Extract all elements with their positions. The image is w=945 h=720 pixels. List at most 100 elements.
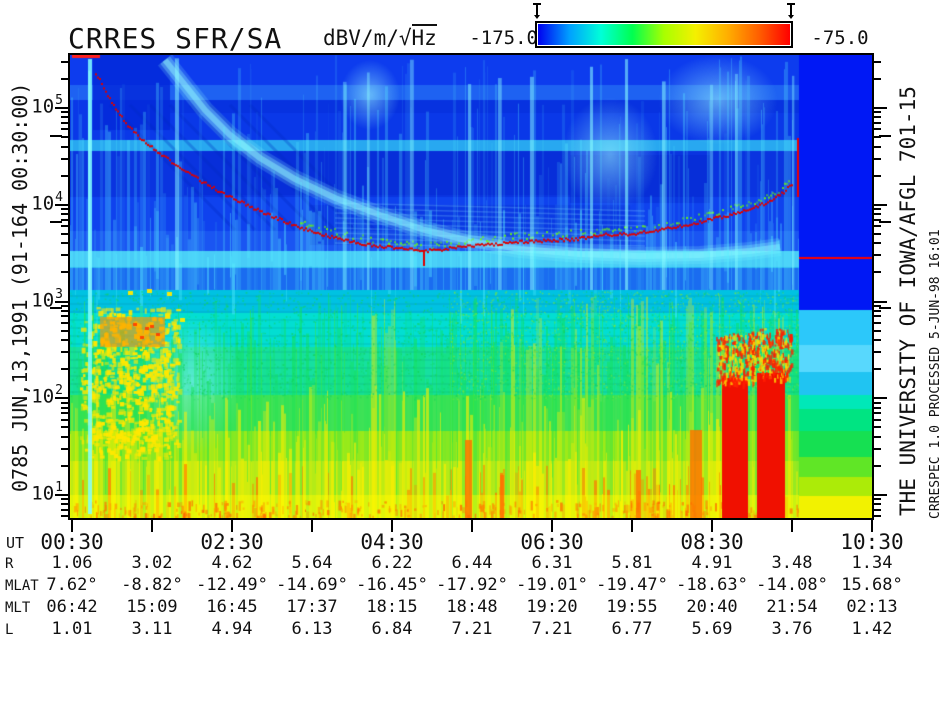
y-axis-tick — [61, 435, 68, 438]
y-axis-tick — [61, 242, 68, 245]
sqrt-sign: √ — [398, 26, 412, 50]
y-axis-tick — [61, 208, 68, 211]
y-axis-tick — [61, 116, 68, 119]
y-axis-tick — [874, 111, 881, 114]
y-axis-tick — [61, 351, 68, 354]
y-axis-tick — [55, 300, 68, 303]
table-cell: 6.31 — [531, 553, 573, 573]
y-axis-tick — [61, 368, 68, 371]
y-axis-tick — [61, 304, 68, 307]
x-axis-label: 08:30 — [680, 530, 744, 554]
table-cell: -12.49° — [196, 575, 268, 595]
y-axis-tick — [61, 406, 68, 409]
y-axis-tick — [874, 174, 881, 177]
y-axis-tick — [874, 77, 881, 80]
table-cell: 21:54 — [766, 597, 818, 617]
table-cell: -17.92° — [436, 575, 508, 595]
table-cell: 5.64 — [291, 553, 333, 573]
colorbar-range-pin-right-icon — [787, 3, 795, 19]
x-axis-tick — [791, 520, 793, 532]
table-cell: 6.44 — [451, 553, 493, 573]
y-axis-tick — [61, 271, 68, 274]
y-axis-tick — [874, 329, 881, 332]
table-cell: 7.62° — [46, 575, 98, 595]
y-axis-tick — [874, 351, 881, 354]
y-axis-tick — [874, 145, 881, 148]
y-axis-tick — [874, 418, 881, 421]
y-axis-tick — [874, 368, 881, 371]
table-cell: 4.91 — [691, 553, 733, 573]
y-axis-tick — [61, 77, 68, 80]
table-cell: 6.77 — [611, 619, 653, 639]
y-axis-tick — [55, 203, 68, 206]
y-axis-tick — [874, 208, 881, 211]
y-axis-tick — [61, 225, 68, 228]
table-cell: 02:13 — [846, 597, 898, 617]
x-axis-tick — [711, 520, 713, 532]
y-axis-label: 104 — [31, 189, 63, 215]
table-cell: 20:40 — [686, 597, 738, 617]
x-axis-label: 02:30 — [200, 530, 264, 554]
table-cell: 7.21 — [451, 619, 493, 639]
y-axis-tick — [61, 128, 68, 131]
table-cell: -19.47° — [596, 575, 668, 595]
y-axis-tick — [61, 339, 68, 341]
y-axis-tick — [874, 107, 887, 109]
table-cell: 3.02 — [131, 553, 173, 573]
y-axis-tick — [61, 213, 68, 216]
y-axis-tick — [61, 309, 68, 312]
table-row-label: L — [5, 622, 14, 638]
table-cell: 1.42 — [851, 619, 893, 639]
y-axis-tick — [874, 464, 881, 467]
y-axis-tick — [61, 315, 68, 318]
y-axis-tick — [61, 464, 68, 467]
table-cell: -19.01° — [516, 575, 588, 595]
table-row-label: MLAT — [5, 578, 39, 594]
processing-label: CRRESPEC 1.0 PROCESSED 5-JUN-98 16:01 — [928, 229, 943, 519]
y-axis-tick — [61, 498, 68, 501]
table-cell: 6.22 — [371, 553, 413, 573]
x-axis-label: 00:30 — [40, 530, 104, 554]
y-axis-tick — [874, 128, 881, 131]
y-axis-tick — [874, 406, 881, 409]
y-axis-tick — [874, 435, 881, 438]
table-cell: 5.69 — [691, 619, 733, 639]
table-row-label: R — [5, 556, 14, 572]
table-cell: 19:20 — [526, 597, 578, 617]
y-axis-tick — [61, 136, 68, 139]
colorbar — [535, 21, 793, 48]
institution-label: THE UNIVERSITY OF IOWA/AFGL 701-15 — [896, 86, 920, 516]
table-cell: 4.94 — [211, 619, 253, 639]
y-axis-tick — [874, 309, 881, 312]
y-axis-tick — [874, 508, 881, 511]
table-cell: 19:55 — [606, 597, 658, 617]
table-cell: 06:42 — [46, 597, 98, 617]
y-axis-tick — [874, 242, 881, 245]
spectrogram-plot — [68, 53, 874, 520]
y-axis-tick — [874, 412, 881, 415]
y-axis-tick — [874, 494, 887, 496]
table-cell: 1.34 — [851, 553, 893, 573]
table-cell: -18.63° — [676, 575, 748, 595]
y-axis-tick — [874, 225, 881, 228]
table-cell: 4.62 — [211, 553, 253, 573]
table-cell: 7.21 — [531, 619, 573, 639]
y-axis-tick — [61, 329, 68, 332]
y-axis-tick — [874, 321, 881, 324]
y-axis-tick — [61, 157, 68, 160]
y-axis-tick — [61, 508, 68, 511]
band-boundary-dash — [879, 307, 891, 309]
band-boundary-dash — [879, 221, 891, 223]
band-boundary-dash — [50, 307, 62, 309]
table-cell: 18:48 — [446, 597, 498, 617]
table-cell: -14.69° — [276, 575, 348, 595]
y-axis-tick — [874, 401, 881, 404]
y-axis-label: 102 — [31, 383, 63, 408]
band-boundary-dash — [879, 135, 891, 137]
x-axis-tick — [231, 520, 233, 532]
y-axis-tick — [874, 213, 881, 216]
y-axis-tick — [61, 145, 68, 148]
y-axis-tick — [874, 426, 881, 429]
y-axis-tick — [874, 254, 881, 257]
